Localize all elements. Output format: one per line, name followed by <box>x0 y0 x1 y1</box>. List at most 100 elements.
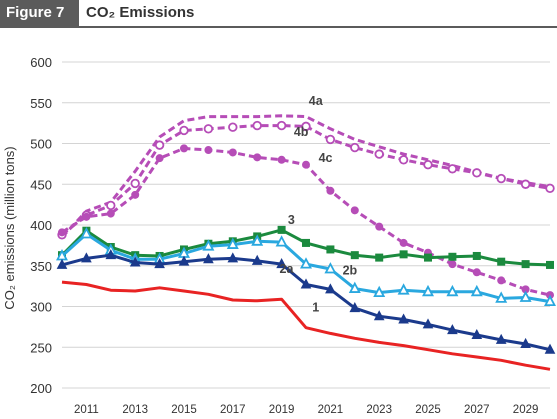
series-labels: 4a 4b 4c 3 2b 2a 1 <box>280 94 358 314</box>
data-point <box>276 258 287 269</box>
data-point <box>448 252 457 261</box>
data-point <box>154 258 165 269</box>
data-point <box>521 285 530 294</box>
series-label-4c: 4c <box>319 151 333 165</box>
data-point <box>227 252 239 263</box>
data-point <box>203 253 214 264</box>
y-axis-ticks: 200 250 300 350 400 450 500 550 600 <box>30 55 52 396</box>
data-point <box>276 120 287 131</box>
y-tick-label: 600 <box>30 55 52 70</box>
x-axis-ticks: 2011 2013 2015 2017 2019 2021 2023 2025 2027 2029 <box>74 404 538 416</box>
data-point <box>544 343 556 354</box>
data-point <box>204 146 213 155</box>
data-point <box>399 238 408 247</box>
data-point <box>495 333 507 344</box>
gridlines <box>62 61 550 389</box>
y-tick-label: 450 <box>30 177 52 192</box>
data-point <box>251 254 263 265</box>
data-point <box>520 337 531 348</box>
x-tick-label: 2015 <box>171 404 197 416</box>
series-line-1 <box>61 280 551 371</box>
y-tick-label: 400 <box>30 218 52 233</box>
data-point <box>520 179 531 189</box>
y-tick-label: 250 <box>30 340 52 355</box>
data-point <box>424 253 432 262</box>
data-point <box>180 144 188 153</box>
data-point <box>545 183 555 194</box>
y-tick-label: 300 <box>30 300 52 315</box>
data-point <box>397 283 410 295</box>
data-point <box>251 234 264 246</box>
series-label-3: 3 <box>288 213 295 227</box>
y-tick-label: 550 <box>30 96 52 111</box>
series-label-2a: 2a <box>280 262 295 276</box>
data-point <box>105 249 117 260</box>
x-tick-label: 2013 <box>122 404 148 416</box>
data-point <box>374 149 384 159</box>
data-point <box>277 155 286 164</box>
series-1 <box>61 280 551 371</box>
series-2a <box>56 249 556 354</box>
data-point <box>519 290 532 302</box>
data-point <box>58 228 66 237</box>
data-point <box>154 140 165 150</box>
data-point <box>300 278 312 289</box>
data-point <box>202 239 215 251</box>
data-point <box>446 284 459 297</box>
data-point <box>81 252 92 263</box>
data-point <box>226 237 239 249</box>
y-tick-label: 500 <box>30 137 52 152</box>
series-4b <box>57 120 555 240</box>
data-point <box>497 276 506 285</box>
data-point <box>546 260 554 269</box>
data-point <box>325 283 336 294</box>
x-tick-label: 2029 <box>513 404 539 416</box>
data-point <box>129 256 141 267</box>
data-point <box>470 284 483 297</box>
data-point <box>423 159 433 170</box>
series-label-1: 1 <box>312 300 319 314</box>
series-label-4b: 4b <box>294 125 309 139</box>
data-point <box>422 318 434 329</box>
x-tick-label: 2017 <box>220 404 246 416</box>
data-point <box>544 294 556 307</box>
data-point <box>375 222 384 231</box>
series-2b <box>56 227 556 307</box>
data-point <box>472 168 482 178</box>
data-point <box>80 227 93 239</box>
x-tick-label: 2021 <box>318 404 344 416</box>
data-point <box>348 281 361 293</box>
header-rule <box>0 26 557 28</box>
data-point <box>326 186 335 195</box>
data-point <box>155 154 164 163</box>
data-point <box>350 206 359 215</box>
data-point <box>302 238 310 247</box>
x-tick-label: 2019 <box>269 404 295 416</box>
data-point <box>203 124 214 134</box>
y-axis-label: CO₂ emissions (million tons) <box>2 146 17 309</box>
data-point <box>398 155 409 165</box>
data-point <box>326 245 335 254</box>
data-point <box>495 291 508 303</box>
data-point <box>56 258 68 269</box>
x-tick-label: 2023 <box>366 404 392 416</box>
data-point <box>349 302 361 313</box>
y-tick-label: 350 <box>30 259 52 274</box>
data-point <box>373 310 385 321</box>
data-point <box>301 121 311 132</box>
series-4a <box>60 114 551 239</box>
data-point <box>275 235 288 247</box>
data-point <box>496 173 506 184</box>
data-point <box>228 122 238 132</box>
data-point <box>350 142 360 153</box>
data-point <box>228 148 237 157</box>
series-label-4a: 4a <box>309 94 324 108</box>
data-point <box>521 260 530 269</box>
data-point <box>106 209 115 218</box>
data-point <box>252 120 262 131</box>
series-label-2b: 2b <box>343 264 358 278</box>
data-point <box>375 253 384 262</box>
data-point <box>131 190 140 199</box>
data-point <box>324 262 337 274</box>
data-point <box>253 153 262 162</box>
